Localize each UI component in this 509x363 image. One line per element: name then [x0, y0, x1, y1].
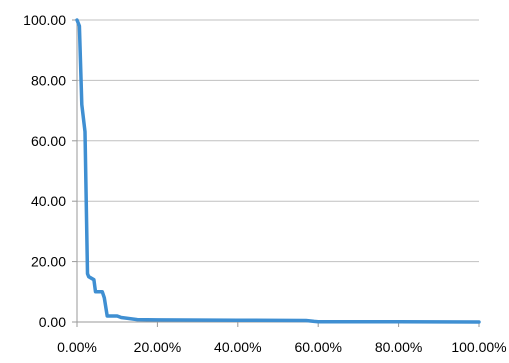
x-tick-label-3: 60.00%	[294, 339, 341, 355]
axis-layer	[72, 19, 480, 327]
y-tick-label-0: 0.00	[39, 314, 66, 330]
x-tick-label-0: 0.00%	[57, 339, 97, 355]
x-tick-label-5: 100.00%	[451, 339, 506, 355]
grid-layer	[77, 19, 479, 263]
y-tick-label-1: 20.00	[31, 254, 66, 270]
x-tick-label-4: 80.00%	[375, 339, 422, 355]
label-layer: 0.00 20.00 40.00 60.00 80.00 100.00 0.00% 20.00…	[23, 12, 506, 355]
y-tick-label-4: 80.00	[31, 72, 66, 88]
x-tick-label-2: 40.00%	[214, 339, 261, 355]
series-layer	[75, 18, 481, 324]
x-tick-label-1: 20.00%	[134, 339, 181, 355]
series-line-0	[75, 18, 481, 324]
y-tick-label-2: 40.00	[31, 193, 66, 209]
y-tick-label-3: 60.00	[31, 133, 66, 149]
y-tick-label-5: 100.00	[23, 12, 66, 28]
